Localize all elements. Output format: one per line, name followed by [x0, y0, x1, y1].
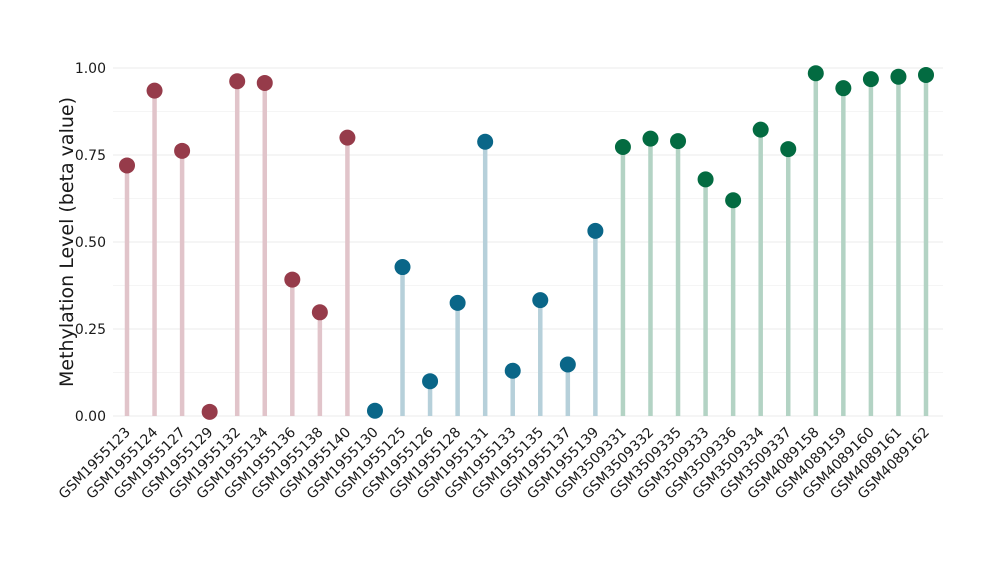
lollipop-dot: [780, 141, 797, 158]
lollipop-dot: [642, 130, 659, 147]
lollipop-dot: [174, 142, 191, 159]
grid-lines: [113, 67, 943, 417]
x-axis-ticks: GSM1955123GSM1955124GSM1955127GSM1955129…: [56, 424, 933, 502]
lollipop-dot: [394, 259, 411, 276]
lollipop-dot: [587, 222, 604, 239]
lollipop-dot: [835, 80, 852, 97]
y-tick-label: 0.25: [75, 322, 106, 338]
lollipop-dot: [532, 292, 549, 309]
y-tick-label: 0.00: [75, 409, 106, 425]
lollipop-dot: [725, 192, 742, 209]
lollipop-dot: [146, 82, 163, 99]
lollipop-dot: [807, 65, 824, 82]
lollipop-dot: [311, 304, 328, 321]
lollipop-dot: [614, 138, 631, 155]
y-axis-title: Methylation Level (beta value): [56, 97, 78, 387]
lollipop-dot: [449, 294, 466, 311]
lollipop-dot: [862, 71, 879, 88]
lollipop-dot: [284, 271, 301, 288]
y-tick-label: 1.00: [75, 61, 106, 77]
lollipop-dot: [670, 133, 687, 150]
lollipop-dot: [752, 121, 769, 138]
lollipop-dot: [477, 133, 494, 150]
lollipop-dot: [422, 373, 439, 390]
lollipop-dot: [890, 68, 907, 85]
lollipop-stems: [124, 73, 929, 416]
lollipop-dot: [229, 73, 246, 90]
lollipop-dot: [559, 356, 576, 373]
lollipop-dots: [119, 65, 934, 420]
y-tick-label: 0.50: [75, 235, 106, 251]
lollipop-dot: [119, 157, 135, 174]
lollipop-dot: [201, 403, 218, 420]
lollipop-dot: [504, 362, 521, 379]
lollipop-dot: [256, 74, 273, 91]
lollipop-dot: [366, 402, 383, 419]
y-axis-ticks: 0.00 0.25 0.50 0.75 1.00: [75, 61, 106, 425]
lollipop-dot: [697, 171, 714, 188]
y-tick-label: 0.75: [75, 148, 106, 164]
lollipop-dot: [339, 129, 356, 146]
lollipop-dot: [918, 66, 934, 83]
